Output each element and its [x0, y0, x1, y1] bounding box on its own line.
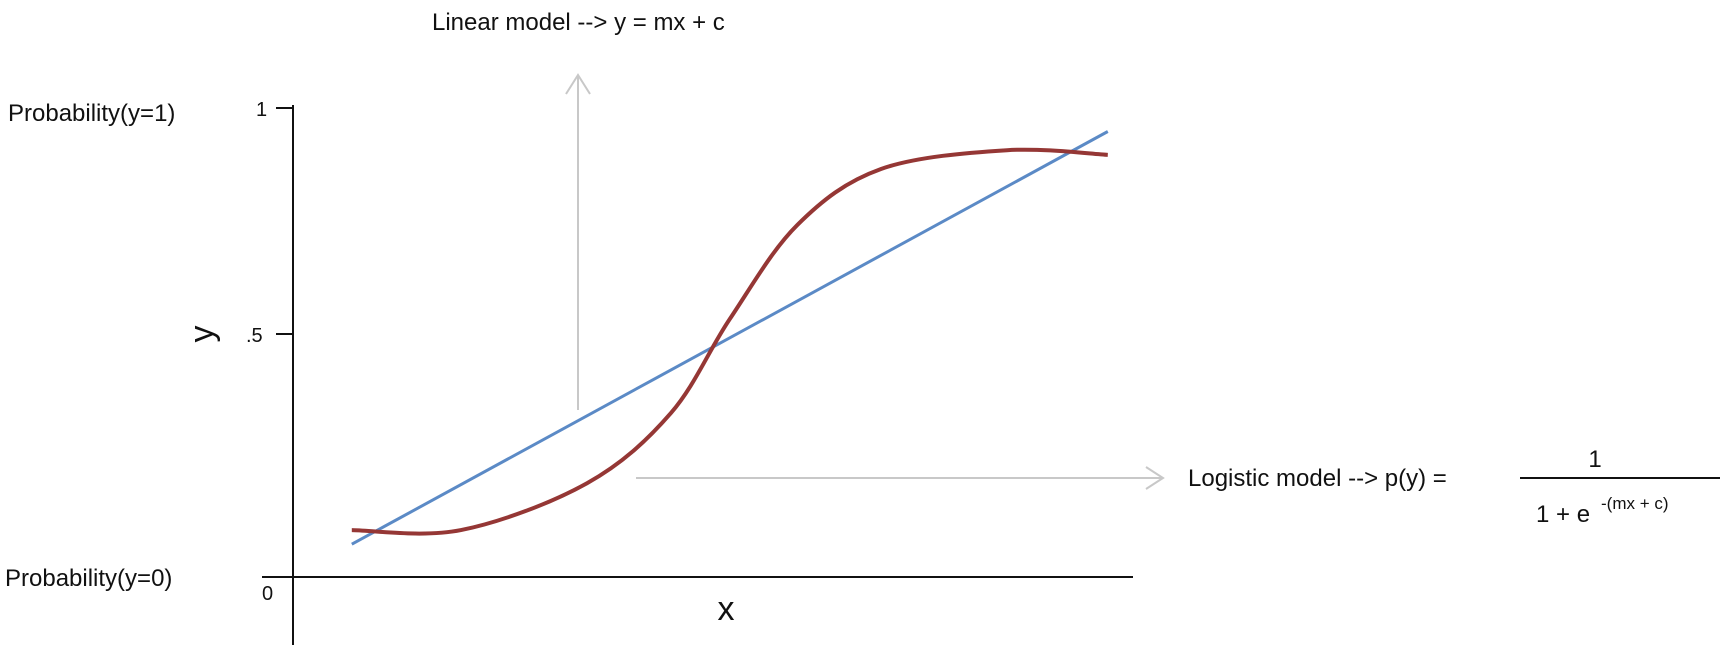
y-tick-label-0: 0 [262, 583, 273, 605]
linear-model-pointer-arrow [565, 73, 591, 410]
y-axis-label: y [183, 326, 221, 343]
linear-model-line [351, 130, 1109, 546]
plot-area [351, 130, 1109, 546]
fraction-numerator: 1 [1588, 446, 1601, 473]
fraction-exponent: -(mx + c) [1601, 494, 1669, 513]
fraction-denominator: 1 + e [1536, 501, 1590, 528]
logistic-model-curve [351, 147, 1108, 536]
y-tick-label-half: .5 [246, 325, 263, 347]
y-tick-label-1: 1 [256, 99, 267, 121]
x-axis-label: x [718, 590, 735, 628]
linear-model-label: Linear model --> y = mx + c [432, 9, 725, 36]
logistic-model-label: Logistic model --> p(y) = [1188, 465, 1447, 492]
probability-y0-label: Probability(y=0) [5, 565, 172, 592]
logistic-model-pointer-arrow [636, 466, 1165, 490]
probability-y1-label: Probability(y=1) [8, 100, 175, 127]
